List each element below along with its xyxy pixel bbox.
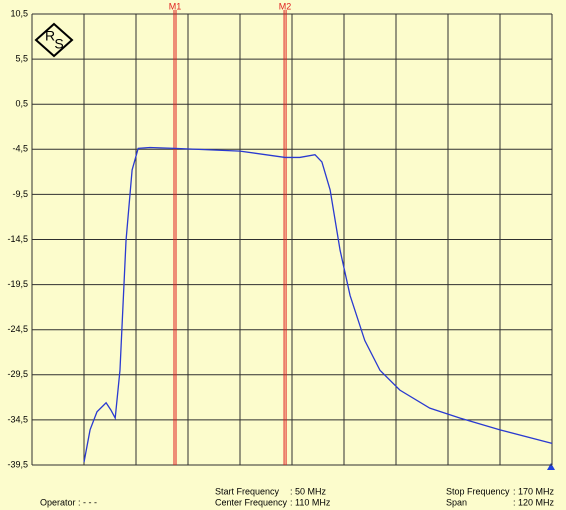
y-tick-label: -34,5 — [7, 414, 28, 424]
y-tick-label: -4,5 — [12, 144, 28, 154]
footer-label: Start Frequency — [215, 486, 280, 496]
y-tick-label: 10,5 — [10, 8, 28, 18]
marker-label: M2 — [279, 1, 292, 11]
y-tick-label: -19,5 — [7, 279, 28, 289]
y-tick-label: 0,5 — [15, 99, 28, 109]
footer-value: : 120 MHz — [513, 497, 555, 507]
y-tick-label: 5,5 — [15, 53, 28, 63]
y-tick-label: -29,5 — [7, 369, 28, 379]
logo: R S — [34, 22, 74, 58]
trace — [83, 146, 553, 463]
footer-label: Center Frequency — [215, 497, 288, 507]
y-tick-label: -24,5 — [7, 324, 28, 334]
operator: Operator : - - - — [40, 497, 97, 507]
footer-label: Stop Frequency — [446, 486, 510, 496]
marker-label: M1 — [169, 1, 182, 11]
y-tick-label: -39,5 — [7, 459, 28, 469]
logo-letter: R — [45, 28, 55, 44]
y-tick-label: -9,5 — [12, 189, 28, 199]
logo-letter: S — [54, 36, 63, 52]
reference-marker — [547, 463, 555, 470]
footer-value: : 170 MHz — [513, 486, 555, 496]
footer-value: : 50 MHz — [290, 486, 327, 496]
footer-value: : 110 MHz — [290, 497, 331, 507]
y-tick-label: -14,5 — [7, 234, 28, 244]
footer-label: Span — [446, 497, 467, 507]
